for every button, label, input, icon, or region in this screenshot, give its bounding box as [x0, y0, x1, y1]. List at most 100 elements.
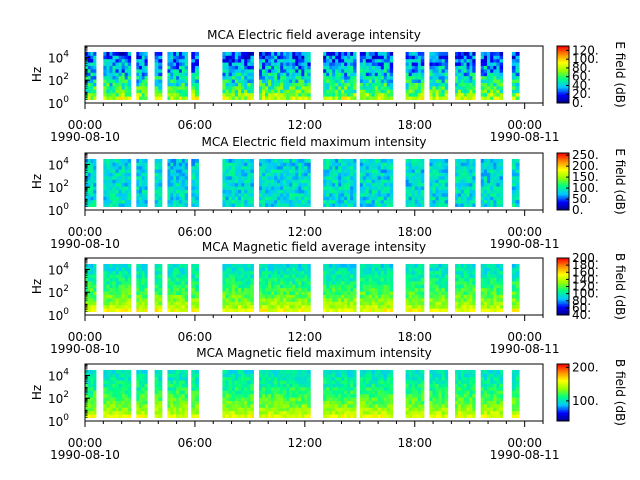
spectrogram-cell: [486, 179, 491, 184]
spectrogram-cell: [405, 287, 410, 292]
spectrogram-cell: [344, 89, 348, 94]
spectrogram-cell: [435, 203, 439, 207]
spectrogram-cell: [496, 277, 500, 282]
spectrogram-cell: [234, 158, 239, 163]
spectrogram-cell: [176, 96, 180, 100]
spectrogram-cell: [176, 280, 180, 285]
spectrogram-cell: [170, 179, 174, 184]
spectrogram-cell: [444, 182, 449, 187]
spectrogram-cell: [438, 199, 443, 204]
spectrogram-cell: [191, 175, 196, 180]
spectrogram-cell: [377, 199, 382, 204]
spectrogram-cell: [483, 270, 488, 275]
spectrogram-cell: [515, 89, 520, 94]
spectrogram-cell: [353, 62, 357, 66]
spectrogram-cell: [112, 407, 116, 412]
spectrogram-cell: [496, 267, 500, 272]
spectrogram-cell: [432, 304, 436, 309]
spectrogram-cell: [408, 308, 413, 312]
spectrogram-cell: [444, 75, 449, 80]
spectrogram-cell: [420, 58, 425, 63]
spectrogram-cell: [141, 182, 145, 187]
spectrogram-cell: [184, 263, 188, 268]
spectrogram-cell: [295, 203, 299, 207]
spectrogram-cell: [244, 301, 248, 306]
spectrogram-cell: [292, 277, 296, 282]
spectrogram-cell: [225, 287, 230, 292]
spectrogram-cell: [301, 186, 305, 190]
spectrogram-cell: [90, 58, 94, 63]
spectrogram-cell: [87, 393, 91, 398]
spectrogram-cell: [262, 179, 266, 184]
spectrogram-cell: [338, 82, 342, 87]
spectrogram-cell: [283, 62, 287, 66]
spectrogram-cell: [469, 68, 473, 73]
spectrogram-cell: [335, 186, 339, 190]
spectrogram-cell: [121, 55, 126, 60]
spectrogram-cell: [184, 58, 188, 63]
spectrogram-cell: [265, 65, 269, 70]
spectrogram-cell: [347, 92, 351, 97]
spectrogram-cell: [87, 169, 91, 173]
spectrogram-cell: [480, 189, 485, 194]
spectrogram-cell: [173, 51, 177, 56]
colorbar-step: [557, 75, 569, 78]
spectrogram-cell: [359, 186, 364, 190]
spectrogram-cell: [225, 182, 230, 187]
spectrogram-cell: [176, 297, 180, 302]
spectrogram-cell: [259, 179, 263, 184]
spectrogram-cell: [466, 96, 470, 100]
colorbar-step: [557, 177, 569, 180]
spectrogram-cell: [241, 158, 245, 163]
spectrogram-cell: [469, 270, 473, 275]
spectrogram-cell: [87, 301, 91, 306]
spectrogram-cell: [455, 75, 459, 80]
spectrogram-cell: [405, 182, 410, 187]
spectrogram-cell: [154, 280, 159, 285]
spectrogram-cell: [139, 287, 143, 292]
spectrogram-cell: [389, 79, 394, 83]
spectrogram-cell: [115, 85, 119, 90]
spectrogram-cell: [93, 267, 97, 272]
spectrogram-cell: [124, 199, 129, 204]
spectrogram-cell: [511, 162, 516, 167]
spectrogram-cell: [178, 274, 183, 278]
spectrogram-cell: [115, 182, 119, 187]
spectrogram-cell: [127, 287, 132, 292]
spectrogram-cell: [176, 85, 180, 90]
spectrogram-cell: [383, 58, 388, 63]
spectrogram-cell: [237, 51, 242, 56]
spectrogram-cell: [127, 301, 132, 306]
spectrogram-cell: [274, 189, 278, 194]
spectrogram-cell: [139, 92, 143, 97]
spectrogram-cell: [295, 182, 299, 187]
spectrogram-cell: [338, 165, 342, 170]
spectrogram-cell: [286, 280, 290, 285]
spectrogram-cell: [176, 284, 180, 289]
spectrogram-cell: [429, 89, 433, 94]
spectrogram-cell: [283, 199, 287, 204]
spectrogram-cell: [326, 277, 330, 282]
spectrogram-cell: [144, 62, 148, 66]
spectrogram-cell: [304, 75, 308, 80]
spectrogram-cell: [112, 196, 116, 201]
spectrogram-cell: [469, 72, 473, 77]
spectrogram-cell: [250, 58, 254, 63]
spectrogram-cell: [90, 169, 94, 173]
spectrogram-cell: [106, 270, 110, 275]
spectrogram-cell: [247, 175, 251, 180]
spectrogram-cell: [414, 304, 419, 309]
spectrogram-cell: [377, 89, 382, 94]
spectrogram-cell: [380, 277, 385, 282]
spectrogram-cell: [326, 280, 330, 285]
spectrogram-cell: [274, 158, 278, 163]
spectrogram-cell: [144, 277, 148, 282]
spectrogram-cell: [383, 96, 388, 100]
x-date-end: 1990-08-11: [490, 342, 560, 356]
x-tick-label: 06:00: [178, 225, 213, 239]
spectrogram-cell: [118, 393, 123, 398]
spectrogram-cell: [259, 291, 263, 295]
spectrogram-cell: [332, 291, 336, 295]
spectrogram-cell: [332, 297, 336, 302]
spectrogram-cell: [341, 267, 345, 272]
